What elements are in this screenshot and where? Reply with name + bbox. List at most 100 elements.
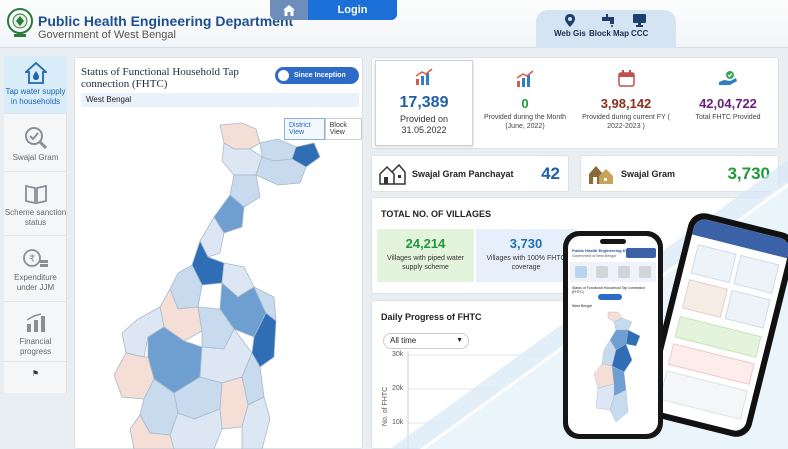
swajal-gram-label: Swajal Gram <box>621 168 676 179</box>
villages-label: Villages with 100% FHTC coverage <box>486 255 566 271</box>
kpi-provided-today: 17,389 Provided on 31.05.2022 <box>375 68 473 136</box>
kpi-provided-fy: 3,98,142 Provided during current FY ( 20… <box>575 70 677 131</box>
phone-mockup-front: Public Health Engineering Department Gov… <box>563 231 663 439</box>
daily-title: Daily Progress of FHTC <box>381 312 482 322</box>
villages-full-coverage-box: 3,730 Villages with 100% FHTC coverage <box>476 229 576 282</box>
map-district[interactable] <box>259 138 297 162</box>
fhtc-kpi-panel: 17,389 Provided on 31.05.2022 0 Provided… <box>371 57 779 149</box>
state-selector[interactable]: West Bengal <box>81 93 359 107</box>
home-button[interactable] <box>270 0 308 20</box>
sidebar-item-label: Financial progress <box>19 337 52 356</box>
map-title: Status of Functional Household Tap conne… <box>81 66 239 90</box>
growth-chart-icon <box>516 70 534 87</box>
magnifier-icon <box>24 127 47 150</box>
nav-label: CCC <box>631 29 649 38</box>
home-icon <box>283 4 295 16</box>
map-district[interactable] <box>241 396 271 449</box>
since-inception-toggle[interactable]: Since Inception <box>275 67 359 84</box>
sidebar-item-financial-progress[interactable]: Financial progress <box>4 306 67 362</box>
sidebar: Tap water supply in households Swajal Gr… <box>4 56 67 393</box>
kpi-highlight-box <box>375 60 473 146</box>
chart-icon <box>26 313 45 332</box>
rupee-icon: ₹ <box>22 249 48 267</box>
phone-state-label: West Bengal <box>572 304 592 308</box>
swajal-panchayat-label: Swajal Gram Panchayat <box>412 168 514 179</box>
nav-ccc[interactable]: CCC <box>631 14 648 38</box>
y-tick-label: 10k <box>392 419 404 426</box>
map-district[interactable] <box>229 174 261 208</box>
swajal-gram-card: Swajal Gram 3,730 <box>580 155 779 192</box>
block-view-button[interactable]: Block View <box>324 118 362 140</box>
phone-header-bar <box>626 248 656 258</box>
phone-menu-icon <box>596 266 609 278</box>
district-map <box>113 122 321 449</box>
kpi-value: 3,98,142 <box>600 96 652 111</box>
kpi-label: Provided on 31.05.2022 <box>399 114 449 135</box>
map-district[interactable] <box>291 142 321 168</box>
phone-toggle <box>598 294 622 300</box>
phone-menu-icon <box>617 266 630 278</box>
swajal-panchayat-value: 42 <box>541 163 560 183</box>
org-title: Public Health Engineering Department <box>38 13 294 29</box>
nav-label: Web Gis <box>554 29 586 38</box>
sidebar-item-label: Expenditure under JJM <box>14 273 57 292</box>
swajal-gram-value: 3,730 <box>727 163 770 183</box>
svg-text:₹: ₹ <box>28 254 34 265</box>
login-button[interactable]: Login <box>308 0 397 20</box>
map-district[interactable] <box>255 156 307 186</box>
kpi-label: Total FHTC Provided <box>695 114 761 121</box>
map-district[interactable] <box>199 216 225 258</box>
toggle-knob <box>278 70 289 81</box>
nav-block-map[interactable]: Block Map <box>589 14 629 38</box>
villages-label: Villages with piped water supply scheme <box>387 255 464 271</box>
y-tick-label: 30k <box>392 351 404 358</box>
tap-icon <box>602 14 614 27</box>
y-tick-label: 20k <box>392 385 404 392</box>
kpi-provided-month: 0 Provided during the Month (June, 2022) <box>478 70 572 131</box>
district-view-button[interactable]: District View <box>284 118 325 140</box>
calendar-icon <box>617 70 635 87</box>
phone-kpi-box <box>733 254 780 294</box>
government-seal-icon <box>7 8 33 37</box>
period-value: All time <box>390 336 417 345</box>
sidebar-item-swajal-gram[interactable]: Swajal Gram <box>4 118 67 172</box>
map-district[interactable] <box>129 414 175 449</box>
phone-screen: Public Health Engineering Department Gov… <box>568 236 658 434</box>
flag-icon[interactable]: ⚑ <box>31 369 40 378</box>
header-nav: Web Gis Block Map CCC <box>536 10 676 48</box>
kpi-total-fhtc: 42,04,722 Total FHTC Provided <box>680 70 776 122</box>
nav-label: Block Map <box>589 29 630 38</box>
org-subtitle: Government of West Bengal <box>38 29 176 41</box>
houses-icon <box>589 165 613 184</box>
pin-icon <box>564 14 575 27</box>
phone-menu-row <box>570 262 656 282</box>
phone-map <box>593 311 641 423</box>
phone-kpi-box <box>724 289 771 329</box>
book-icon <box>24 184 47 205</box>
villages-title: TOTAL NO. OF VILLAGES <box>381 209 492 219</box>
nav-web-gis[interactable]: Web Gis <box>554 14 586 38</box>
sidebar-item-expenditure[interactable]: ₹ Expenditure under JJM <box>4 240 67 302</box>
sidebar-item-tap-water[interactable]: Tap water supply in households <box>4 56 67 114</box>
app-header: Public Health Engineering Department Gov… <box>0 0 788 48</box>
sidebar-item-scheme-sanction[interactable]: Scheme sanction status <box>4 176 67 236</box>
daily-chart-grid <box>407 351 552 449</box>
monitor-icon <box>633 14 647 27</box>
toggle-label: Since Inception <box>294 72 346 79</box>
phone-menu-icon <box>639 266 652 278</box>
period-dropdown[interactable]: All time ▼ <box>383 333 469 349</box>
sidebar-item-label: Scheme sanction status <box>4 208 67 227</box>
swajal-gram-panchayat-card: Swajal Gram Panchayat 42 <box>371 155 569 192</box>
village-icon <box>379 163 406 185</box>
phone-kpi-box <box>681 279 728 318</box>
y-axis-label: No. of FHTC <box>382 386 390 427</box>
sidebar-item-label: Tap water supply in households <box>5 87 66 106</box>
kpi-value: 0 <box>521 96 529 111</box>
phone-app-title: Public Health Engineering Department <box>572 248 645 253</box>
kpi-value: 17,389 <box>399 94 449 111</box>
house-drop-icon <box>24 62 47 84</box>
map-district[interactable] <box>213 194 245 234</box>
kpi-label: Provided during current FY ( 2022-2023 ) <box>582 114 670 130</box>
phone-map-title: Status of Functional Household Tap conne… <box>572 286 646 294</box>
view-toggle: District View Block View <box>284 118 362 140</box>
